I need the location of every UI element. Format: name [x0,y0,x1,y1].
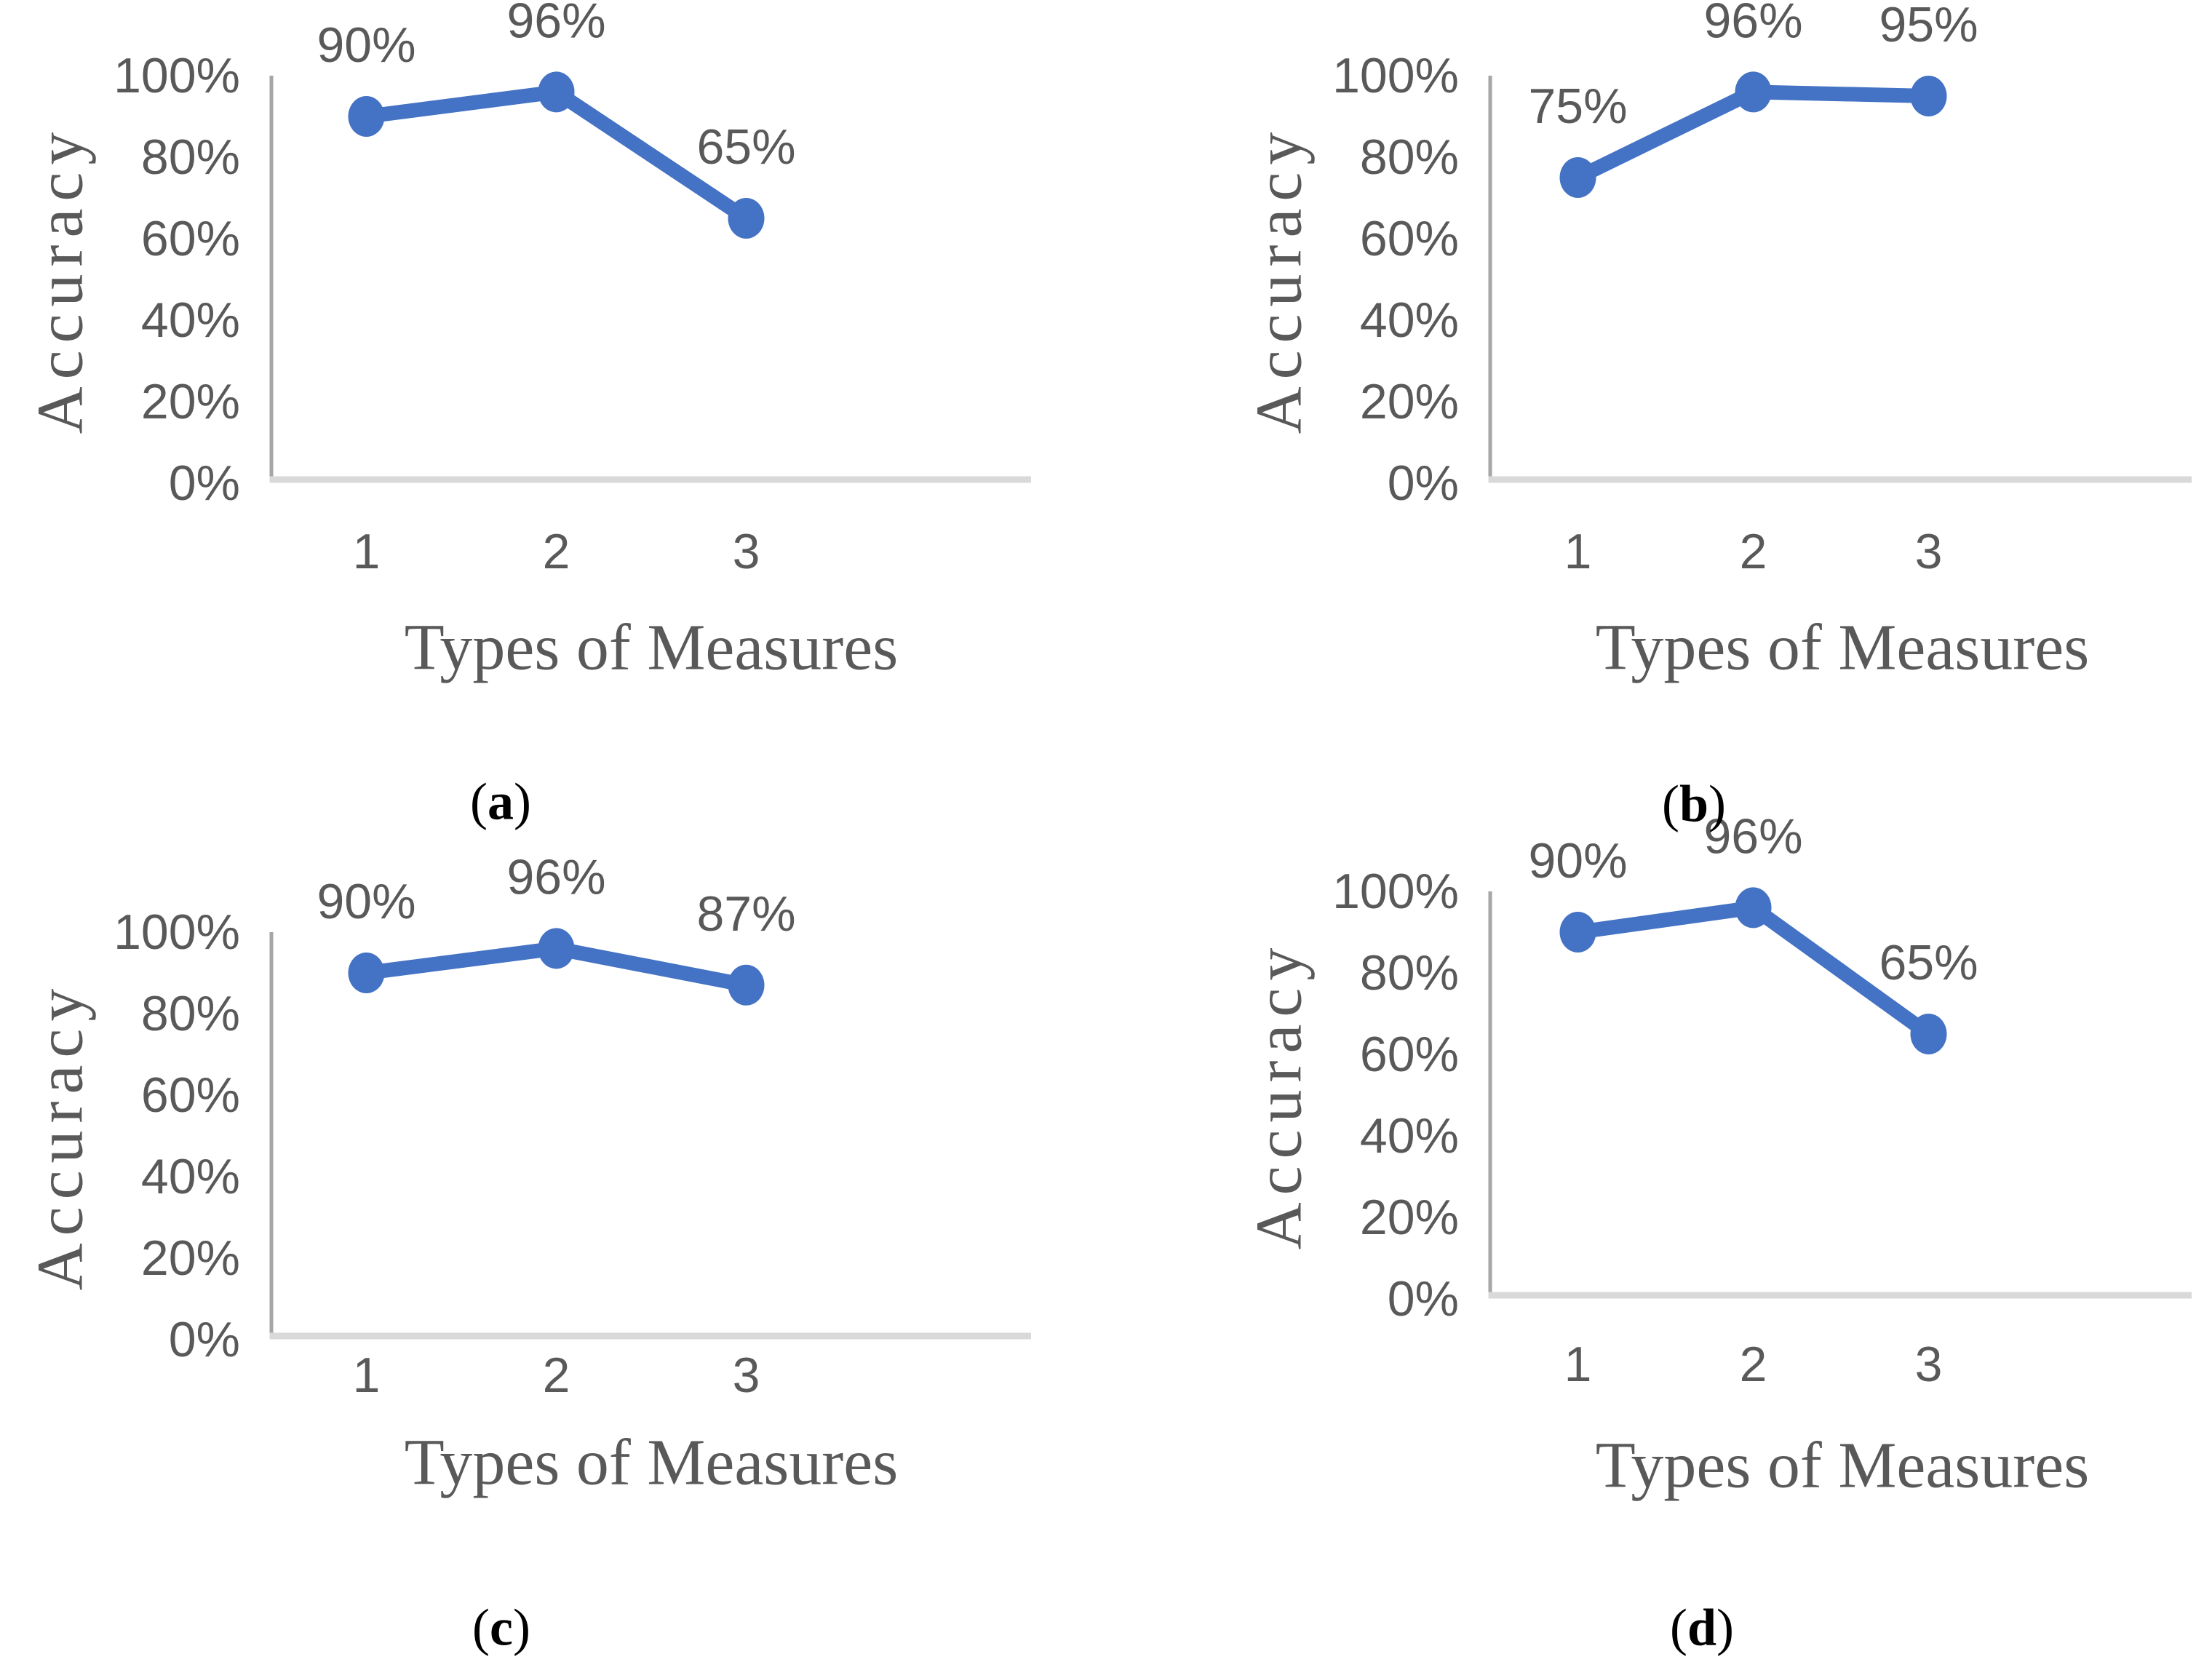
data-label-a-2: 96% [506,0,605,48]
data-point-a-1 [348,96,385,137]
caption-b-letter: b [1679,774,1709,833]
y-tick-label-b-3: 40% [1360,293,1459,348]
x-axis-line-c [269,1332,1031,1340]
data-point-c-3 [728,964,765,1006]
x-tick-label-a-2: 3 [733,524,760,579]
y-axis-title-c: Accuracy [25,982,97,1291]
chart-b: 100% 80% 60% 40% 20% 0% 1 2 3 Types of Measures Ac… [1244,0,2192,684]
caption-a-letter: a [488,772,514,831]
data-label-d-3: 65% [1879,935,1978,990]
data-label-b-1: 75% [1528,79,1627,134]
y-tick-label-c-0: 100% [114,904,240,960]
caption-c-open: ( [472,1598,490,1657]
data-point-c-1 [348,953,385,993]
x-tick-label-c-1: 2 [543,1348,570,1403]
x-tick-label-d-2: 3 [1915,1337,1943,1392]
x-axis-line-d [1488,1292,2192,1299]
y-tick-label-c-1: 80% [141,986,240,1041]
data-point-a-3 [728,198,765,239]
data-label-a-1: 90% [317,17,415,73]
data-label-b-2: 96% [1703,0,1802,48]
y-tick-label-a-1: 80% [141,130,240,185]
x-tick-label-b-1: 2 [1740,524,1767,579]
caption-a-close: ) [514,772,531,831]
y-axis-line-d [1488,891,1492,1299]
y-axis-title-d: Accuracy [1244,941,1316,1250]
y-tick-label-b-1: 80% [1360,130,1459,185]
x-tick-label-a-0: 1 [353,524,381,579]
y-tick-label-a-3: 40% [141,293,240,348]
data-label-c-3: 87% [696,886,795,942]
y-axis-title-b: Accuracy [1244,125,1316,434]
y-tick-label-d-0: 100% [1332,864,1459,919]
caption-b-close: ) [1708,774,1727,833]
data-point-a-2 [538,71,575,113]
data-label-b-3: 95% [1879,0,1978,52]
y-tick-label-c-4: 20% [141,1230,240,1286]
data-point-b-3 [1910,76,1947,116]
y-axis-line-c [269,932,274,1340]
caption-a-open: ( [470,772,488,831]
caption-b: (b) [1662,774,1726,835]
caption-a: (a) [470,772,531,832]
caption-c-letter: c [490,1598,513,1657]
x-tick-label-b-2: 3 [1915,524,1943,579]
chart-a: 100% 80% 60% 40% 20% 0% 1 2 3 Types of Measures Ac… [25,0,1031,684]
y-tick-label-b-5: 0% [1388,456,1459,511]
x-axis-line-a [269,476,1031,483]
data-label-d-1: 90% [1528,833,1627,888]
x-axis-title-a: Types of Measures [405,612,899,684]
y-tick-label-b-0: 100% [1332,48,1459,103]
chart-c: 100% 80% 60% 40% 20% 0% 1 2 3 Types of Measures Ac… [25,849,1031,1499]
x-axis-title-c: Types of Measures [405,1427,899,1499]
x-tick-label-c-0: 1 [353,1348,381,1403]
x-axis-line-b [1488,476,2192,483]
y-tick-label-c-3: 40% [141,1149,240,1204]
data-label-c-2: 96% [506,849,605,904]
caption-d-close: ) [1716,1598,1735,1657]
y-tick-label-b-2: 60% [1360,211,1459,266]
x-tick-label-d-0: 1 [1564,1337,1592,1392]
caption-c: (c) [472,1598,530,1658]
y-tick-label-a-0: 100% [114,48,240,103]
caption-d: (d) [1670,1598,1734,1658]
data-point-b-1 [1559,157,1596,198]
x-axis-title-b: Types of Measures [1596,612,2090,684]
data-point-b-2 [1735,71,1772,113]
y-tick-label-d-2: 60% [1360,1027,1459,1082]
y-tick-label-d-4: 20% [1360,1190,1459,1245]
y-tick-label-d-3: 40% [1360,1108,1459,1164]
y-axis-line-a [269,76,274,483]
y-tick-label-a-4: 20% [141,374,240,429]
caption-b-open: ( [1661,774,1679,833]
caption-d-open: ( [1669,1598,1687,1657]
data-label-d-2: 96% [1703,808,1802,864]
data-point-d-1 [1559,912,1596,953]
x-tick-label-a-1: 2 [543,524,570,579]
x-tick-label-c-2: 3 [733,1348,760,1403]
y-tick-label-d-5: 0% [1388,1271,1459,1327]
chart-d: 100% 80% 60% 40% 20% 0% 1 2 3 Types of Measures Ac… [1244,808,2192,1502]
x-axis-title-d: Types of Measures [1596,1430,2090,1502]
y-tick-label-c-5: 0% [169,1312,240,1367]
data-point-d-3 [1910,1014,1947,1054]
caption-d-letter: d [1687,1598,1717,1657]
x-tick-label-d-1: 2 [1740,1337,1767,1392]
y-axis-line-b [1488,76,1492,483]
data-label-c-1: 90% [317,874,415,929]
x-tick-label-b-0: 1 [1564,524,1592,579]
y-axis-title-a: Accuracy [25,125,97,434]
y-tick-label-b-4: 20% [1360,374,1459,429]
data-point-d-2 [1735,887,1772,929]
data-label-a-3: 65% [696,119,795,175]
y-tick-label-a-5: 0% [169,456,240,511]
y-tick-label-d-1: 80% [1360,945,1459,1001]
y-tick-label-c-2: 60% [141,1067,240,1123]
caption-c-close: ) [512,1598,530,1657]
y-tick-label-a-2: 60% [141,211,240,266]
data-point-c-2 [538,928,575,969]
